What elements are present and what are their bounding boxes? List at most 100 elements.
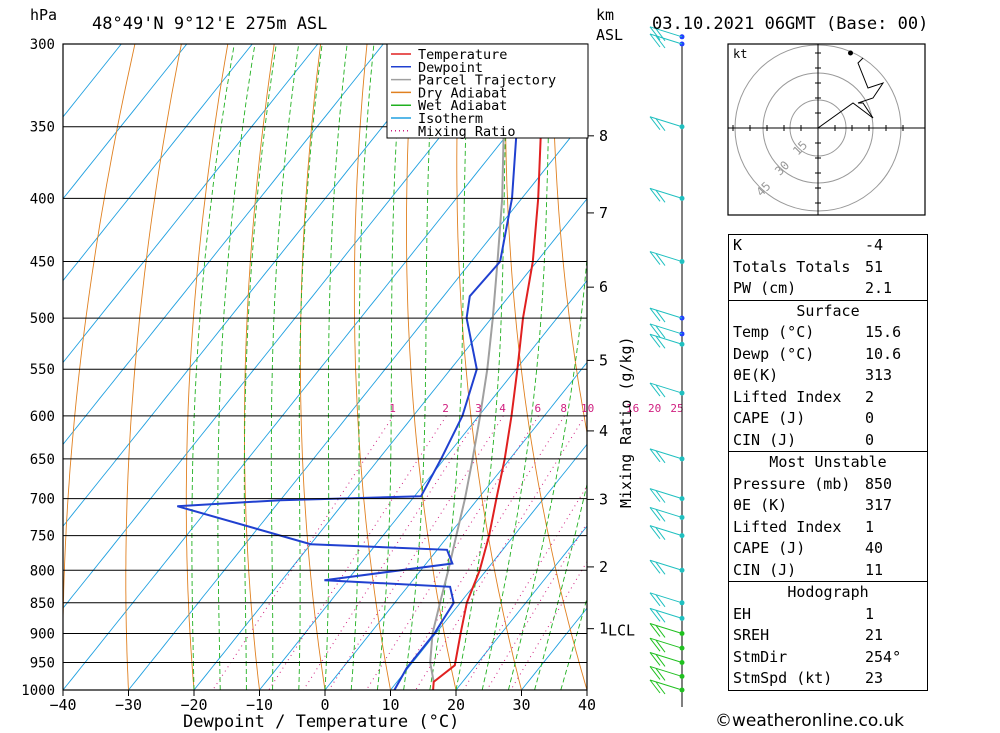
legend-label: Mixing Ratio [418, 124, 516, 140]
isotherm-line [63, 44, 122, 118]
wind-barb-feather [655, 118, 666, 132]
most-unstable-row: CAPE (J) 40 [729, 538, 927, 560]
index-label: Totals Totals [733, 257, 851, 276]
km-tick-label: 4 [599, 422, 608, 440]
pressure-tick-label: 750 [30, 529, 55, 545]
isotherm-line [521, 607, 587, 690]
wind-barb-staff [649, 307, 683, 319]
wet-adiabat-line [191, 44, 235, 690]
km-tick-label: 1 [599, 620, 608, 638]
pressure-tick-label: 400 [30, 191, 55, 207]
wind-barb-staff [649, 592, 683, 604]
wind-barb-staff [649, 665, 683, 677]
wind-barb-feather [649, 488, 661, 502]
wind-barb-feather [655, 625, 666, 638]
surface-value: 10.6 [865, 344, 902, 363]
hodograph-stat-value: 1 [865, 604, 875, 623]
most-unstable-value: 317 [865, 496, 893, 514]
wind-barb-feather [649, 448, 661, 463]
wind-barb-feather [655, 335, 666, 349]
dry-adiabat-line [63, 44, 136, 690]
most-unstable-label: CIN (J) [733, 560, 797, 579]
x-tick-label: 0 [320, 696, 329, 714]
surface-label: Lifted Index [733, 387, 842, 406]
x-tick-label: 20 [447, 696, 465, 714]
most-unstable-label: CAPE (J) [733, 539, 806, 557]
pressure-tick-label: 350 [30, 120, 55, 136]
pressure-tick-label: 950 [30, 655, 55, 671]
wind-barb-dot [679, 124, 685, 130]
mixing-ratio-label: 16 [626, 402, 639, 415]
wet-adiabat-line [376, 44, 404, 690]
wind-barb-feather [649, 333, 661, 348]
hodograph-endpoint [848, 50, 853, 56]
wind-barb-feather [649, 307, 661, 322]
hodograph-frame [727, 43, 926, 216]
hodograph-stat-label: StmSpd (kt) [733, 669, 833, 687]
wind-barb-feather [655, 610, 666, 623]
wind-barb-feather [649, 188, 661, 202]
mixing-ratio-line [393, 415, 565, 690]
surface-row: CAPE (J) 0 [729, 408, 927, 430]
wind-barb-staff [649, 116, 683, 128]
wet-adiabat-line [298, 44, 323, 690]
index-value: 51 [865, 257, 884, 276]
pressure-tick-label: 500 [30, 311, 55, 327]
x-tick-label: 30 [512, 696, 530, 714]
wet-adiabat-line [350, 44, 375, 690]
most-unstable-row: CIN (J) 11 [729, 560, 927, 582]
km-tick-label: 5 [599, 351, 608, 369]
hodograph-stat-label: StmDir [733, 647, 788, 666]
surface-value: 0 [865, 430, 875, 449]
wind-barb-feather [655, 190, 666, 203]
wind-barb-feather [649, 382, 661, 397]
pressure-tick-label: 600 [30, 409, 55, 425]
temperature-line [432, 44, 547, 690]
wind-barb-feather [655, 509, 666, 522]
most-unstable-label: Lifted Index [733, 517, 842, 536]
wind-barb-feather [649, 251, 661, 265]
indices-panel: K -4 Totals Totals 51 PW (cm) 2.1 Surface Tem… [728, 234, 928, 691]
wind-barb-staff [649, 559, 683, 571]
y-axis-right-title: Mixing Ratio (g/kg) [617, 336, 635, 508]
legend-label: Isotherm [418, 111, 483, 127]
x-tick-label: −40 [49, 696, 76, 714]
wind-barb-feather [649, 592, 661, 607]
hodograph-stat-row: EH 1 [729, 604, 927, 626]
dry-adiabat-line [456, 44, 522, 690]
wind-barb-feather [655, 253, 666, 266]
surface-row: CIN (J) 0 [729, 430, 927, 452]
wind-barb-feather [649, 26, 661, 41]
hodograph-stat-label: SREH [733, 626, 770, 644]
wind-barb-feather [655, 527, 666, 540]
most-unstable-value: 11 [865, 560, 884, 579]
wind-barb-staff [649, 506, 683, 518]
mixing-ratio-label: 4 [499, 402, 506, 415]
legend-label: Temperature [418, 47, 507, 63]
km-tick-label: 7 [599, 204, 608, 222]
wet-adiabat-line [243, 44, 277, 690]
surface-row: Lifted Index 2 [729, 387, 927, 409]
isotherm-line [455, 525, 587, 690]
wind-barb-staff [649, 622, 683, 634]
pressure-tick-label: 850 [30, 596, 55, 612]
most-unstable-title: Most Unstable [769, 453, 887, 471]
index-row: Totals Totals 51 [729, 257, 927, 279]
copyright-footer: ©weatheronline.co.uk [715, 711, 905, 731]
isotherm-line [63, 44, 319, 364]
surface-value: 313 [865, 366, 893, 384]
wind-barb-staff [649, 637, 683, 649]
surface-value: 0 [865, 409, 875, 427]
lcl-label: LCL [608, 621, 635, 639]
wind-barb-feather [655, 35, 666, 49]
wind-barb-feather [649, 666, 661, 680]
dry-adiabat-line [243, 44, 275, 690]
surface-row: Temp (°C) 15.6 [729, 322, 927, 344]
wind-barb-staff [649, 652, 683, 663]
surface-label: CIN (J) [733, 430, 797, 449]
wind-barb-staff [649, 448, 683, 460]
isotherm-line [63, 44, 450, 527]
wind-barb-feather [655, 654, 666, 667]
mixing-ratio-label: 2 [442, 402, 449, 415]
